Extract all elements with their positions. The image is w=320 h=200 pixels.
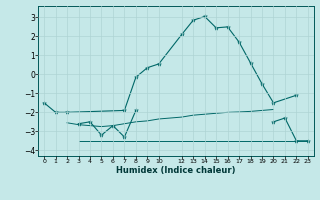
X-axis label: Humidex (Indice chaleur): Humidex (Indice chaleur) [116,166,236,175]
